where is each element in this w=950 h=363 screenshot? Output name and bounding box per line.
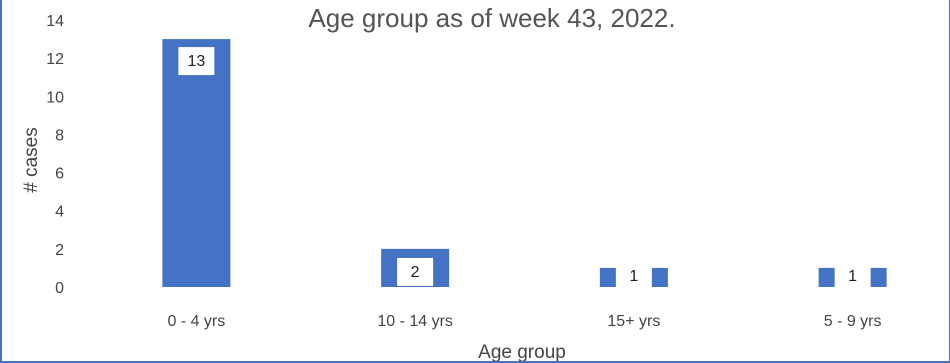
data-label: 1 bbox=[848, 268, 857, 285]
y-tick-label: 4 bbox=[55, 204, 64, 221]
chart-title: Age group as of week 43, 2022. bbox=[308, 3, 675, 33]
x-axis-title: Age group bbox=[478, 342, 566, 363]
x-tick-label: 5 - 9 yrs bbox=[824, 313, 882, 330]
bars: 13 2 1 1 bbox=[162, 39, 887, 290]
data-label-box bbox=[834, 261, 871, 290]
x-tick-label: 10 - 14 yrs bbox=[377, 313, 453, 330]
y-tick-label: 0 bbox=[55, 280, 64, 297]
data-label-box bbox=[178, 47, 215, 76]
x-tick-label: 15+ yrs bbox=[607, 313, 660, 330]
y-axis-title: # cases bbox=[21, 127, 42, 192]
data-label: 2 bbox=[411, 264, 420, 281]
bar bbox=[162, 39, 231, 288]
data-label: 1 bbox=[629, 268, 638, 285]
x-tick-label: 0 - 4 yrs bbox=[167, 313, 225, 330]
y-tick-label: 12 bbox=[46, 51, 64, 68]
x-axis-ticks: 0 - 4 yrs 10 - 14 yrs 15+ yrs 5 - 9 yrs bbox=[167, 313, 881, 330]
y-tick-label: 6 bbox=[55, 166, 64, 183]
y-tick-label: 14 bbox=[46, 13, 64, 30]
y-tick-label: 2 bbox=[55, 242, 64, 259]
data-label-box bbox=[397, 257, 434, 286]
data-label-box bbox=[615, 261, 652, 290]
y-axis-ticks: 0 2 4 6 8 10 12 14 bbox=[46, 13, 64, 297]
y-tick-label: 8 bbox=[55, 127, 64, 144]
y-tick-label: 10 bbox=[46, 89, 64, 106]
data-label: 13 bbox=[187, 53, 205, 70]
